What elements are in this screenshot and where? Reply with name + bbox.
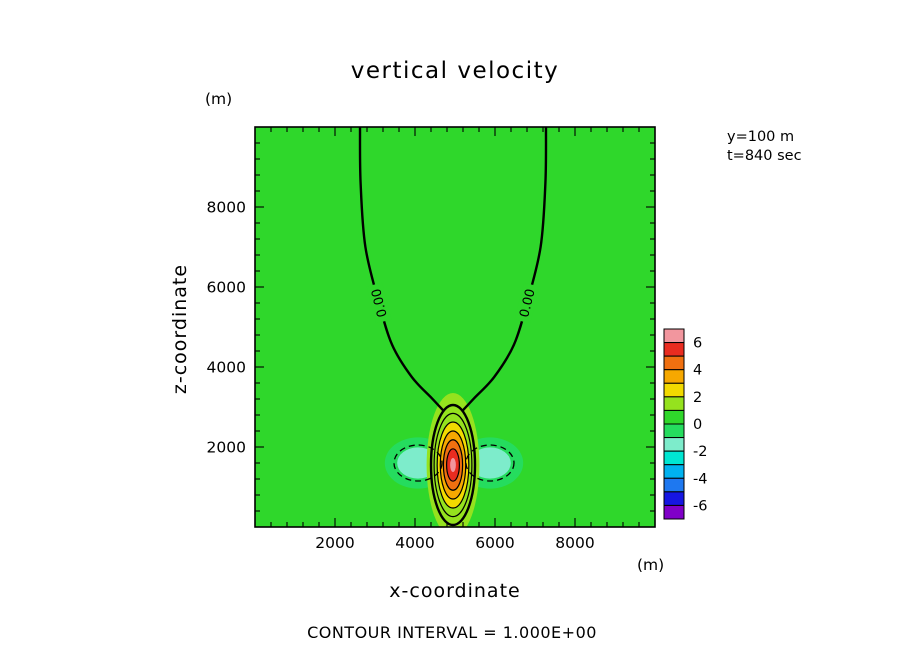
contour-label-text: 0.00: [369, 287, 391, 319]
x-tick-label: 6000: [475, 534, 514, 552]
x-axis-title: x-coordinate: [389, 580, 521, 602]
colorbar-segment: [663, 355, 685, 371]
z-tick-label: 6000: [207, 279, 246, 297]
colorbar-tick-label: -6: [693, 498, 707, 514]
colorbar-segment: [663, 423, 685, 439]
updraft-contour-2: [436, 421, 470, 509]
colorbar-segment: [663, 450, 685, 466]
colorbar-segment: [663, 396, 685, 411]
colorbar-segment: [663, 369, 685, 384]
zero-contour-updraft: [429, 403, 477, 527]
updraft-contour-3: [439, 430, 467, 500]
updraft-contour-1: [433, 412, 473, 518]
y-axis-title: z-coordinate: [169, 263, 191, 395]
colorbar-segment: [663, 382, 685, 398]
z-tick-label: 2000: [207, 439, 246, 457]
negative-contour: [393, 444, 443, 482]
x-axis-unit-label: (m): [637, 556, 665, 574]
colorbar-segment: [663, 491, 685, 506]
updraft-band-6: [450, 458, 456, 472]
downdraft-core: [469, 447, 511, 479]
colorbar-segment: [663, 409, 685, 425]
contour-lines: [358, 127, 548, 527]
colorbar-tick-label: 0: [693, 417, 702, 433]
colorbar-segment: [663, 328, 685, 344]
contour-label: 0.00: [366, 282, 392, 324]
updraft-contour-4: [442, 439, 464, 491]
plot-border: [254, 126, 656, 528]
colorbar-segment: [663, 477, 685, 493]
colorbar-tick-label: 6: [693, 336, 702, 352]
slice-annotation: y=100 m: [727, 129, 795, 145]
colorbar-segment: [663, 342, 685, 357]
field-fill: [255, 127, 655, 527]
time-annotation: t=840 sec: [727, 148, 802, 164]
colorbar-tick-label: -2: [693, 444, 707, 460]
z-tick-label: 8000: [207, 199, 246, 217]
updraft-contour-5: [446, 448, 461, 482]
colorbar-tick-label: 4: [693, 363, 702, 379]
x-tick-label: 4000: [395, 534, 434, 552]
z-tick-label: 4000: [207, 359, 246, 377]
colorbar-tick-label: 2: [693, 390, 702, 406]
colorbar-segment: [663, 504, 685, 520]
axis-ticks: [255, 127, 655, 527]
y-axis-unit-label: (m): [205, 90, 233, 108]
contour-label-text: 0.00: [517, 287, 539, 319]
colorbar-segment: [663, 437, 685, 452]
zero-contour-branch: [358, 127, 445, 412]
annotation-block: y=100 m t=840 sec: [727, 128, 802, 166]
colorbar-segment: [663, 464, 685, 479]
colorbar: 6 4 2 0 -2 -4 -6: [663, 328, 707, 520]
chart-title: vertical velocity: [350, 58, 560, 84]
x-tick-label: 2000: [315, 534, 354, 552]
tick-labels: 2000 4000 6000 8000 2000 4000 6000 8000: [207, 199, 595, 553]
contour-interval-note: CONTOUR INTERVAL = 1.000E+00: [307, 623, 597, 642]
contour-label: 0.00: [514, 282, 540, 324]
colorbar-tick-label: -4: [693, 471, 707, 487]
zero-contour-branch: [461, 127, 548, 412]
x-tick-label: 8000: [555, 534, 594, 552]
